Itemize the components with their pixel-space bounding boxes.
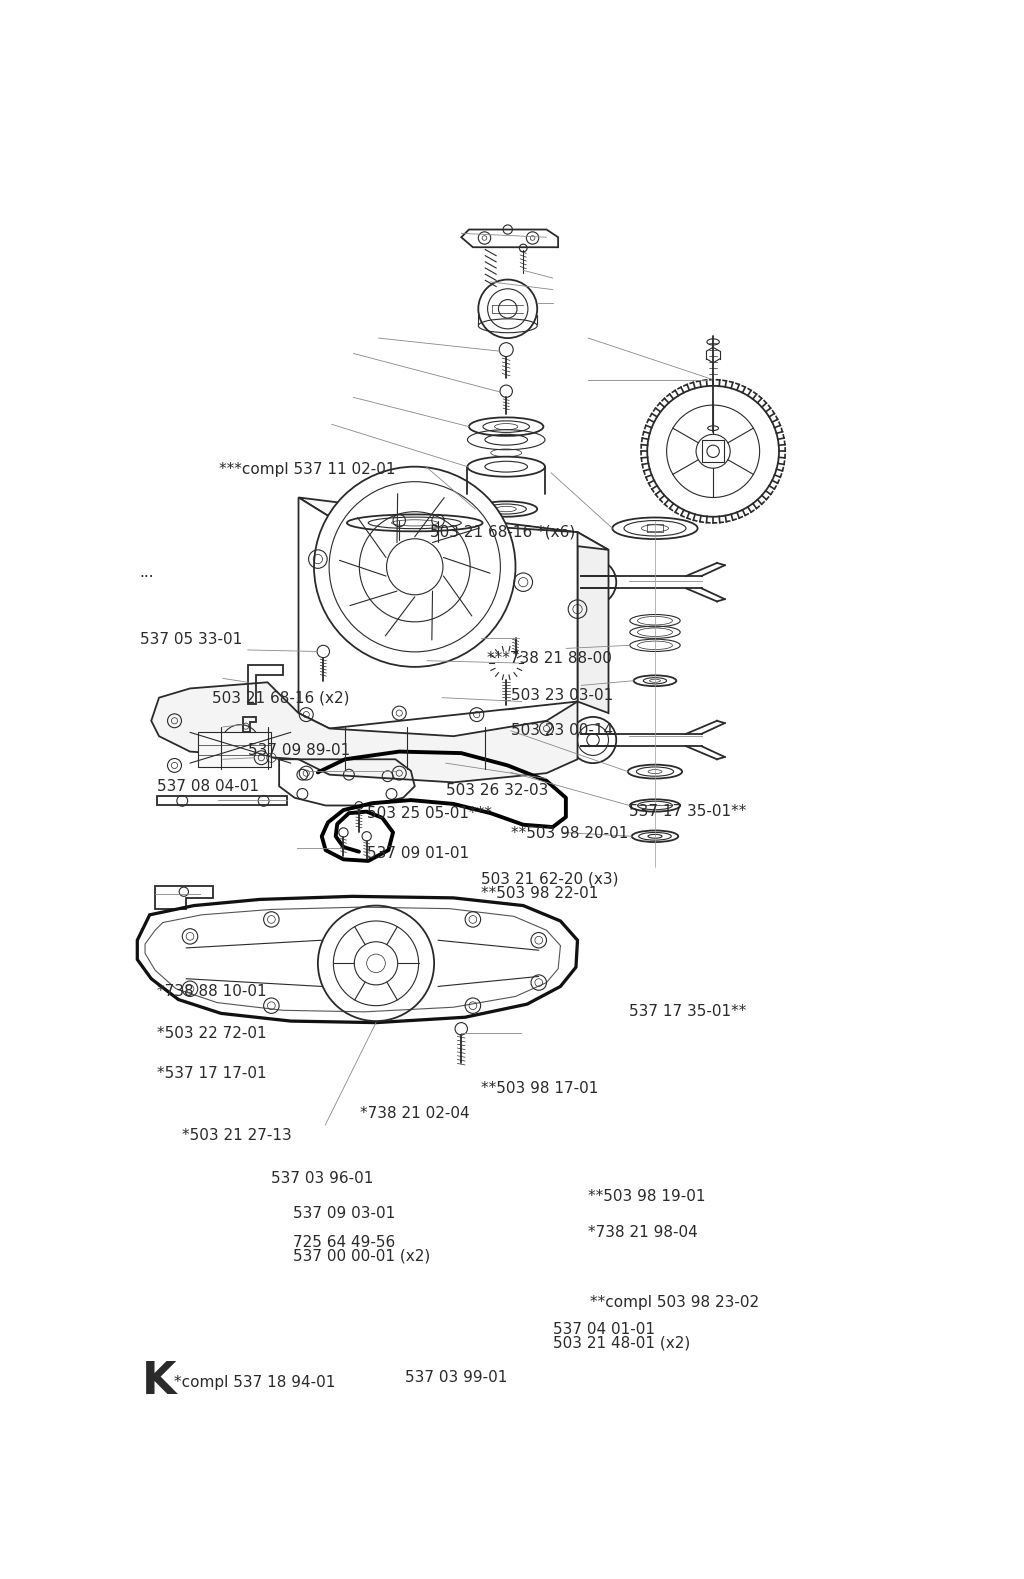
- Text: *537 17 17-01: *537 17 17-01: [158, 1066, 267, 1082]
- Text: *503 22 72-01: *503 22 72-01: [158, 1026, 267, 1041]
- Text: *738 21 02-04: *738 21 02-04: [360, 1105, 470, 1121]
- Text: *738 21 98-04: *738 21 98-04: [589, 1225, 698, 1241]
- Polygon shape: [461, 229, 558, 248]
- Polygon shape: [198, 733, 271, 767]
- Text: ...: ...: [139, 565, 155, 579]
- Text: 503 23 03-01: 503 23 03-01: [511, 688, 613, 703]
- Text: **503 98 19-01: **503 98 19-01: [589, 1189, 706, 1205]
- Text: 537 09 89-01: 537 09 89-01: [248, 742, 350, 758]
- Text: 725 64 49-56: 725 64 49-56: [293, 1235, 395, 1249]
- Text: **503 98 22-01: **503 98 22-01: [480, 886, 598, 900]
- Circle shape: [314, 467, 515, 666]
- Text: *503 21 27-13: *503 21 27-13: [182, 1127, 292, 1143]
- Polygon shape: [299, 497, 608, 549]
- Text: 503 21 62-20 (x3): 503 21 62-20 (x3): [480, 872, 618, 887]
- Text: **503 98 20-01: **503 98 20-01: [511, 826, 629, 840]
- Text: 537 08 04-01: 537 08 04-01: [158, 778, 259, 794]
- Text: 537 03 96-01: 537 03 96-01: [271, 1172, 374, 1186]
- Text: ***738 21 88-00: ***738 21 88-00: [486, 651, 611, 666]
- Text: 537 17 35-01**: 537 17 35-01**: [629, 1004, 746, 1020]
- Text: ***compl 537 11 02-01: ***compl 537 11 02-01: [219, 463, 396, 477]
- Text: 537 04 01-01: 537 04 01-01: [553, 1322, 654, 1336]
- Bar: [647, 524, 663, 532]
- Text: 537 17 35-01**: 537 17 35-01**: [629, 804, 746, 820]
- Text: 537 09 01-01: 537 09 01-01: [367, 846, 469, 861]
- Text: 503 21 68-16 (x2): 503 21 68-16 (x2): [212, 690, 349, 706]
- Text: 503 26 32-03: 503 26 32-03: [445, 783, 548, 797]
- Text: K: K: [142, 1360, 176, 1402]
- Text: 503 23 00-14: 503 23 00-14: [511, 723, 613, 739]
- Polygon shape: [152, 682, 578, 782]
- Text: 537 09 03-01: 537 09 03-01: [293, 1206, 395, 1221]
- Text: 503 21 48-01 (x2): 503 21 48-01 (x2): [553, 1336, 690, 1350]
- Text: **compl 503 98 23-02: **compl 503 98 23-02: [590, 1295, 759, 1309]
- Text: **503 98 17-01: **503 98 17-01: [480, 1082, 598, 1096]
- Text: 503 25 05-01***: 503 25 05-01***: [367, 805, 492, 821]
- Text: 537 00 00-01 (x2): 537 00 00-01 (x2): [293, 1249, 430, 1263]
- Text: 503 21 68-16 *(x6): 503 21 68-16 *(x6): [430, 524, 575, 540]
- Polygon shape: [578, 532, 608, 714]
- Text: 537 03 99-01: 537 03 99-01: [406, 1371, 508, 1385]
- Text: 537 05 33-01: 537 05 33-01: [139, 632, 242, 647]
- Bar: [702, 441, 724, 463]
- Text: *738 88 10-01: *738 88 10-01: [158, 984, 267, 998]
- Text: *compl 537 18 94-01: *compl 537 18 94-01: [174, 1375, 336, 1390]
- Polygon shape: [299, 497, 578, 728]
